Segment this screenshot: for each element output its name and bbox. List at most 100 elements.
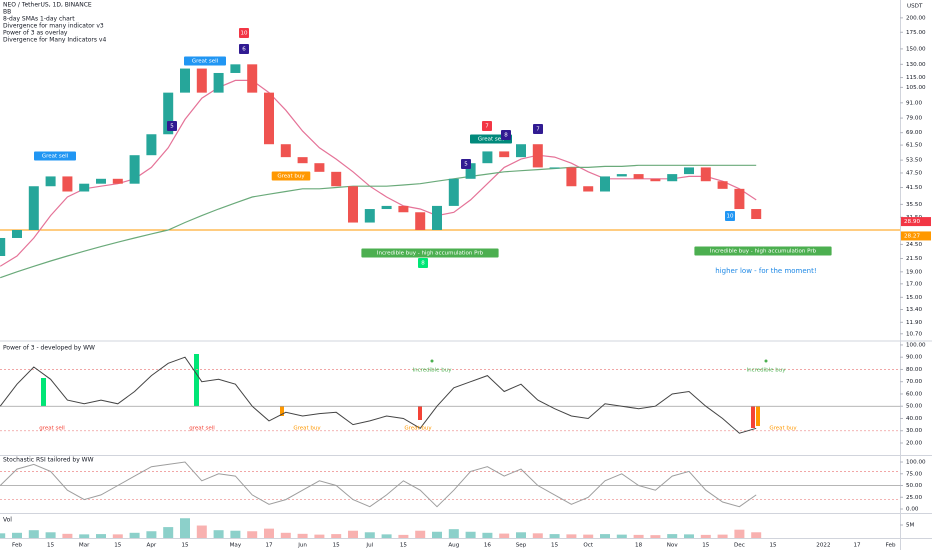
pane-title[interactable]: Power of 3 - developed by WW [3,345,95,352]
candle [532,144,543,168]
candle [230,64,241,73]
candle [616,174,627,177]
volume-bar [751,532,762,538]
volume-bar [180,518,190,538]
annotation: great sell [39,426,65,432]
y-tick-label: 100.00 [906,342,926,348]
volume-bar [62,533,73,538]
indicator[interactable]: Power of 3 as overlay [3,30,68,37]
signal-dot [764,359,768,363]
annotation: Incredible buy [746,368,786,374]
candle [650,178,661,182]
x-tick-label: Jul [365,543,373,549]
candle [314,163,325,172]
candle [398,205,409,213]
marker-box [418,258,428,268]
annotation: Incredible buy [412,368,452,374]
volume-bar [280,532,291,538]
y-tick-label: 60.00 [906,391,922,397]
candle [633,174,644,179]
y-tick-label: 20.00 [906,440,922,446]
candle [432,205,442,230]
y-tick-label: 69.00 [906,130,922,136]
candle [667,174,678,182]
volume-bar [163,527,174,538]
marker: 10 [727,214,734,220]
marker: 5 [170,124,174,130]
y-tick-label: 70.00 [906,379,922,385]
volume-bar [583,534,594,538]
y-tick-label: 11.90 [906,320,922,326]
candle [146,134,157,156]
indicator[interactable]: Divergence for many indicator v3 [3,23,104,30]
indicator[interactable]: BB [3,9,11,16]
marker: 6 [242,47,246,53]
x-tick-label: Nov [667,543,679,549]
annotation: Great buy [404,426,432,432]
signal-dot [430,359,434,363]
volume-bar [398,534,409,538]
pane-title[interactable]: Stochastic RSI tailored by WW [3,457,94,464]
currency[interactable]: USDT [907,4,923,10]
candle [549,167,560,169]
y-tick-label: 19.00 [906,269,922,275]
candle [331,171,342,187]
marker: 7 [485,124,489,130]
x-tick-label: May [230,543,242,549]
annotation-box [34,151,76,161]
x-tick-label: 18 [635,543,643,549]
marker-box [725,211,735,221]
y-tick-label: 75.00 [906,471,922,477]
volume-bar [616,534,627,538]
pane-title[interactable]: Vol [3,517,12,524]
y-tick-label: 80.00 [906,367,922,373]
y-tick-label: 13.40 [906,307,922,313]
marker: 10 [241,31,248,37]
y-tick-label: 90.00 [906,355,922,361]
indicator[interactable]: 8-day SMAs 1-day chart [3,16,75,23]
y-tick-label: 91.00 [906,100,922,106]
candle [583,186,594,192]
y-tick-label: 150.00 [906,46,926,52]
oscillator-line [0,461,757,508]
volume-bar [264,528,274,538]
y-tick-label: 15.00 [906,295,922,301]
indicator[interactable]: Divergence for Many Indicators v4 [3,37,106,44]
volume-bar [516,532,526,538]
volume-bar [112,534,123,538]
candle [96,178,106,184]
candle [751,209,762,220]
volume-bar [566,534,577,538]
volume-bar [213,530,224,538]
x-tick-label: Mar [79,543,90,549]
signal-bar [418,406,422,420]
candle [717,181,728,189]
x-tick-label: 2022 [816,543,830,549]
volume-bar [96,534,106,538]
y-tick-label: 115.00 [906,75,926,81]
y-tick-label: 50.00 [906,404,922,410]
candle [482,151,493,164]
moving-average [0,164,757,279]
volume-bar [28,530,39,538]
candle [213,72,224,93]
volume-bar [432,531,442,538]
volume-bar [297,533,308,538]
candle [734,188,745,210]
candle [163,92,174,135]
x-tick-label: 15 [551,543,559,549]
candle [247,64,258,93]
signal-bar [751,406,755,428]
volume-bar [12,532,22,538]
y-tick-label: 24.50 [906,242,922,248]
candle [180,68,190,93]
candle [415,212,426,230]
annotation: Great sell [192,59,219,65]
candle [62,176,73,192]
symbol[interactable]: NEO / TetherUS, 1D, BINANCE [3,2,92,9]
x-tick-label: Sep [516,543,527,549]
annotation-box [361,248,499,258]
